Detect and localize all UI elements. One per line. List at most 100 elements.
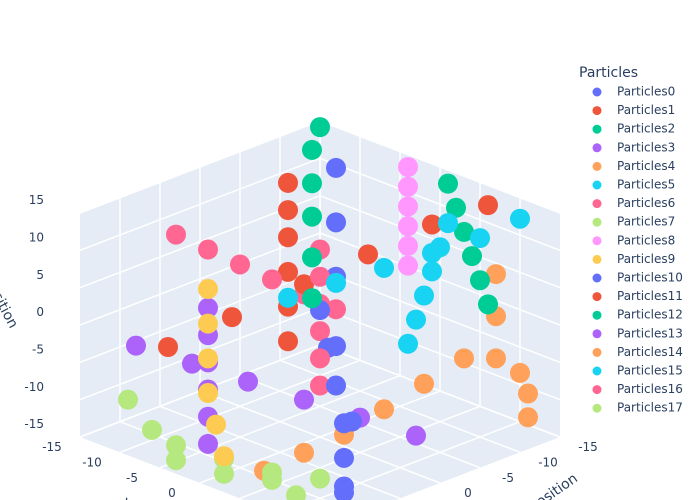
legend-marker[interactable] [592, 329, 602, 339]
particle-point [486, 348, 506, 369]
particle-point [310, 348, 330, 369]
legend-label[interactable]: Particles17 [617, 401, 683, 415]
particle-point [510, 362, 530, 383]
particle-point [398, 255, 418, 276]
z-tick-label: -15 [24, 417, 44, 431]
grid-line [319, 306, 561, 401]
particle-point [206, 414, 226, 435]
legend-label[interactable]: Particles5 [617, 178, 675, 192]
z-tick-label: 0 [36, 305, 44, 319]
grid-line [159, 374, 401, 469]
particle-point [446, 197, 466, 218]
particle-point [310, 321, 330, 342]
x-tick-label: -15 [578, 440, 598, 454]
legend-marker[interactable] [592, 106, 602, 116]
particle-point [214, 463, 234, 484]
legend-label[interactable]: Particles9 [617, 252, 675, 266]
grid-line [319, 157, 561, 252]
legend-label[interactable]: Particles13 [617, 326, 683, 340]
legend-marker[interactable] [592, 236, 602, 246]
particle-point [470, 270, 490, 291]
legend-label[interactable]: Particles1 [617, 103, 675, 117]
legend-label[interactable]: Particles14 [617, 345, 683, 359]
legend-marker[interactable] [592, 143, 602, 153]
particle-point [302, 206, 322, 227]
particle-point [422, 214, 442, 235]
particle-point [310, 375, 330, 396]
legend-label[interactable]: Particles0 [617, 85, 675, 99]
particle-point [326, 212, 346, 233]
particle-point [486, 264, 506, 285]
x-tick-label: 0 [464, 486, 472, 500]
particle-point [438, 213, 458, 234]
particle-point [462, 246, 482, 267]
legend-label[interactable]: Particles10 [617, 271, 683, 285]
legend-marker[interactable] [592, 310, 602, 320]
particle-point [214, 446, 234, 467]
legend-label[interactable]: Particles4 [617, 159, 675, 173]
legend-title: Particles [579, 65, 638, 81]
particle-point [454, 348, 474, 369]
legend-marker[interactable] [592, 180, 602, 190]
legend-marker[interactable] [592, 292, 602, 302]
particle-point [510, 208, 530, 229]
particle-point [326, 299, 346, 320]
z-tick-label: 15 [29, 193, 44, 207]
particle-point [518, 407, 538, 428]
grid-line [319, 120, 561, 214]
legend-label[interactable]: Particles2 [617, 122, 675, 136]
particle-point [278, 331, 298, 352]
legend-marker[interactable] [592, 124, 602, 134]
particle-point [238, 371, 258, 392]
y-tick-label: -15 [42, 440, 62, 454]
particle-point [118, 389, 138, 410]
particle-point [398, 196, 418, 217]
legend-marker[interactable] [592, 254, 602, 264]
particle-point [198, 313, 218, 334]
particle-point [302, 173, 322, 194]
particle-point [310, 266, 330, 287]
particle-point [158, 337, 178, 357]
particle-point [278, 227, 298, 248]
grid-line [313, 420, 521, 500]
legend-label[interactable]: Particles11 [617, 289, 683, 303]
grid-line [79, 157, 321, 252]
legend-marker[interactable] [592, 87, 602, 97]
grid-line [319, 269, 561, 364]
legend-marker[interactable] [592, 161, 602, 171]
legend-label[interactable]: Particles16 [617, 382, 683, 396]
particle-point [406, 425, 426, 446]
legend-marker[interactable] [592, 273, 602, 283]
legend-marker[interactable] [592, 199, 602, 209]
grid-line [199, 390, 441, 484]
legend-label[interactable]: Particles7 [617, 215, 675, 229]
legend-label[interactable]: Particles15 [617, 364, 683, 378]
grid-line [79, 232, 321, 326]
legend-marker[interactable] [592, 366, 602, 376]
legend-label[interactable]: Particles6 [617, 196, 675, 210]
particle-point [374, 399, 394, 420]
particle-point [198, 348, 218, 369]
particle-point [302, 247, 322, 268]
particle-point [230, 254, 250, 275]
particle-point [222, 307, 242, 328]
legend-marker[interactable] [592, 217, 602, 227]
legend-label[interactable]: Particles12 [617, 308, 683, 322]
particle-point [414, 285, 434, 306]
grid-line [79, 120, 321, 214]
legend-marker[interactable] [592, 385, 602, 395]
legend-label[interactable]: Particles8 [617, 233, 675, 247]
legend-label[interactable]: Particles3 [617, 140, 675, 154]
particle-point [374, 257, 394, 278]
legend-marker[interactable] [592, 403, 602, 413]
particle-point [478, 294, 498, 315]
particle-point [302, 139, 322, 160]
particle-point [478, 195, 498, 216]
particle-point [198, 297, 218, 318]
x-tick-label: -10 [538, 456, 558, 470]
particle-point [334, 447, 354, 468]
particle-point [438, 173, 458, 194]
legend-marker[interactable] [592, 347, 602, 357]
particle-point [278, 172, 298, 193]
